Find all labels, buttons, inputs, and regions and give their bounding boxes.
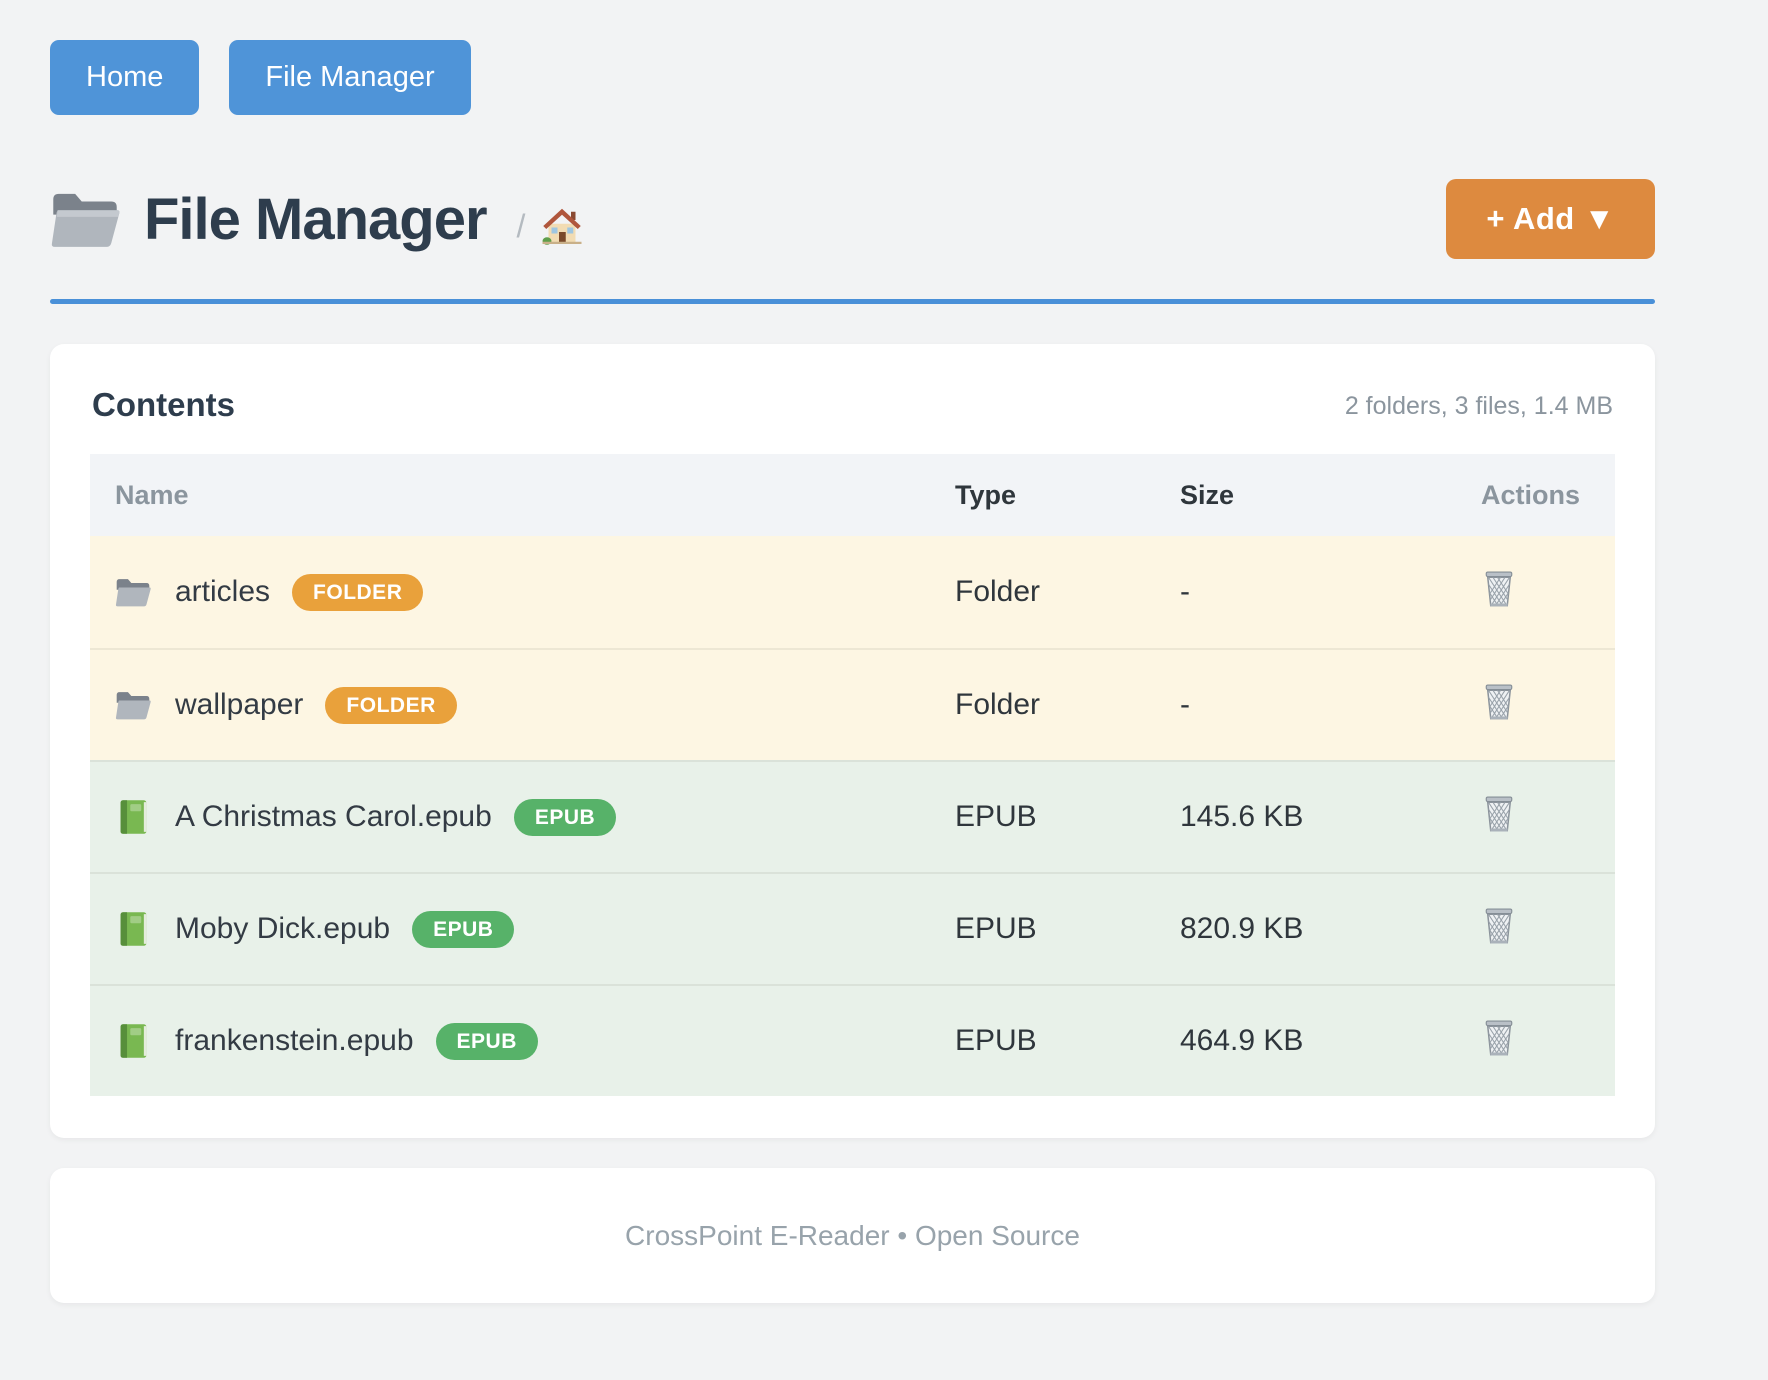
file-size: - (1180, 575, 1190, 608)
file-type: EPUB (955, 800, 1037, 833)
file-type: EPUB (955, 1024, 1037, 1057)
table-row: wallpaper FOLDER Folder - (90, 648, 1615, 760)
file-name-link[interactable]: wallpaper (175, 688, 304, 721)
column-header-type: Type (955, 479, 1017, 510)
table-header-row: Name Type Size Actions (90, 454, 1615, 536)
contents-summary: 2 folders, 3 files, 1.4 MB (1344, 392, 1613, 420)
folder-badge: FOLDER (292, 573, 424, 611)
green-book-icon (120, 1024, 147, 1058)
trash-icon (1485, 907, 1513, 943)
file-name-link[interactable]: articles (175, 575, 271, 608)
column-header-name: Name (115, 479, 189, 510)
footer-text: CrossPoint E-Reader • Open Source (625, 1219, 1080, 1251)
epub-badge: EPUB (435, 1022, 538, 1060)
breadcrumb: / (517, 206, 584, 246)
trash-icon (1485, 795, 1513, 831)
breadcrumb-separator: / (516, 207, 526, 244)
add-button[interactable]: + Add ▼ (1446, 179, 1655, 259)
folder-icon (51, 193, 120, 247)
file-size: - (1180, 688, 1190, 721)
epub-badge: EPUB (412, 910, 515, 948)
table-row: frankenstein.epub EPUB EPUB 464.9 KB (90, 984, 1615, 1096)
file-size: 820.9 KB (1180, 912, 1304, 945)
delete-button[interactable] (1481, 681, 1517, 722)
header-divider (50, 299, 1655, 304)
file-type: EPUB (955, 912, 1037, 945)
table-row: A Christmas Carol.epub EPUB EPUB 145.6 K… (90, 760, 1615, 872)
folder-icon (115, 579, 151, 607)
contents-title: Contents (92, 386, 235, 423)
column-header-actions: Actions (1481, 479, 1581, 510)
file-manager-button[interactable]: File Manager (229, 40, 471, 115)
trash-icon (1485, 570, 1513, 606)
column-header-size: Size (1180, 479, 1235, 510)
page: Home File Manager File Manager / + Add ▼ (50, 40, 1768, 1303)
page-header: File Manager / + Add ▼ (50, 179, 1655, 259)
file-name-link[interactable]: Moby Dick.epub (175, 912, 391, 945)
green-book-icon (120, 912, 147, 946)
contents-card: Contents 2 folders, 3 files, 1.4 MB Name… (50, 344, 1655, 1138)
epub-badge: EPUB (513, 798, 617, 836)
top-nav: Home File Manager (50, 40, 1768, 115)
trash-icon (1485, 1019, 1513, 1055)
file-type: Folder (955, 575, 1041, 608)
contents-card-header: Contents 2 folders, 3 files, 1.4 MB (90, 386, 1615, 424)
folder-icon (115, 692, 151, 720)
file-size: 464.9 KB (1180, 1024, 1304, 1057)
trash-icon (1485, 683, 1513, 719)
file-type: Folder (955, 688, 1041, 721)
table-row: articles FOLDER Folder - (90, 536, 1615, 648)
delete-button[interactable] (1481, 568, 1517, 609)
delete-button[interactable] (1481, 905, 1517, 946)
delete-button[interactable] (1481, 793, 1517, 834)
table-row: Moby Dick.epub EPUB EPUB 820.9 KB (90, 872, 1615, 984)
file-name-link[interactable]: frankenstein.epub (175, 1024, 414, 1057)
delete-button[interactable] (1481, 1017, 1517, 1058)
home-breadcrumb-icon[interactable] (541, 206, 583, 246)
file-table: Name Type Size Actions articles FOLDER F… (90, 454, 1615, 1096)
page-title: File Manager (144, 186, 488, 252)
file-size: 145.6 KB (1180, 800, 1304, 833)
home-button[interactable]: Home (50, 40, 200, 115)
file-name-link[interactable]: A Christmas Carol.epub (175, 800, 492, 833)
footer-card: CrossPoint E-Reader • Open Source (50, 1168, 1655, 1303)
green-book-icon (120, 800, 147, 834)
folder-badge: FOLDER (325, 686, 457, 724)
